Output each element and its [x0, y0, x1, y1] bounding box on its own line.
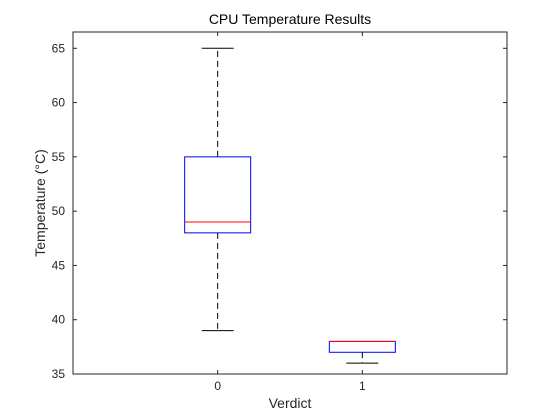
y-axis: 35 40 45 50 55 60 65 [52, 41, 507, 381]
y-tick-label: 35 [52, 367, 66, 381]
iqr-box [184, 156, 252, 234]
chart-title: CPU Temperature Results [209, 11, 371, 27]
y-tick-label: 40 [52, 313, 66, 327]
y-tick-label: 55 [52, 150, 66, 164]
box-group-1 [328, 340, 396, 364]
y-tick-label: 45 [52, 258, 66, 272]
x-axis-label: Verdict [269, 395, 312, 411]
y-axis-label: Temperature (°C) [32, 149, 48, 257]
x-tick-label: 1 [359, 379, 366, 393]
x-tick-label: 0 [214, 379, 221, 393]
y-tick-label: 60 [52, 96, 66, 110]
box-group-0 [184, 47, 252, 332]
plot-area [72, 31, 508, 375]
boxes-layer [184, 47, 396, 364]
y-tick-label: 50 [52, 204, 66, 218]
y-tick-label: 65 [52, 41, 66, 55]
